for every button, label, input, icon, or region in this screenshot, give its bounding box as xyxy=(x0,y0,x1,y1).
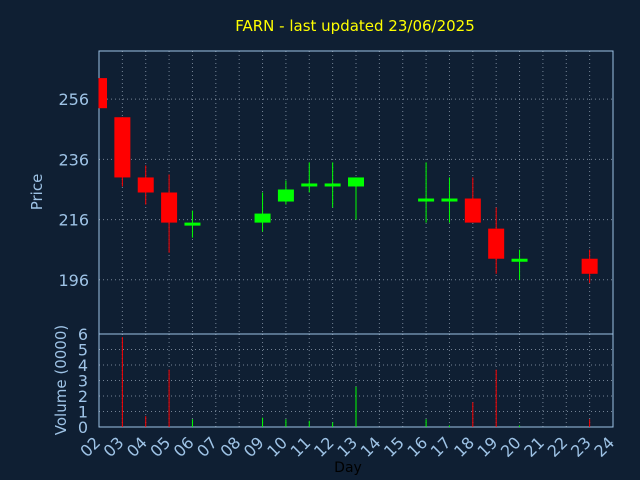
volume-tick-label: 3 xyxy=(78,372,88,391)
price-tick-label: 236 xyxy=(58,150,89,169)
candle-body xyxy=(418,198,435,202)
price-tick-label: 256 xyxy=(58,90,89,109)
volume-axis-label: Volume (0000) xyxy=(52,325,70,435)
volume-tick-label: 1 xyxy=(78,403,88,422)
volume-tick-label: 2 xyxy=(78,387,88,406)
candle-body xyxy=(114,117,131,178)
candle-body xyxy=(301,183,318,187)
x-tick-label: 24 xyxy=(590,433,618,461)
volume-tick-label: 0 xyxy=(78,418,88,437)
price-axis-label: Price xyxy=(28,174,46,211)
x-axis-label: Day xyxy=(334,460,362,476)
price-tick-label: 196 xyxy=(58,271,89,290)
candle-body xyxy=(137,177,154,193)
candle-body xyxy=(488,228,505,259)
candle-body xyxy=(324,183,341,187)
candle-body xyxy=(184,222,201,226)
candle-body xyxy=(277,189,294,202)
candle-body xyxy=(464,198,481,223)
candle-body xyxy=(348,177,364,187)
price-panel: 196 216 236 256 xyxy=(58,50,614,335)
candle-body xyxy=(161,192,178,223)
candle-body xyxy=(511,258,528,262)
price-tick-label: 216 xyxy=(58,211,89,230)
candle-body xyxy=(441,198,458,202)
candle-body xyxy=(99,78,107,109)
volume-tick-label: 4 xyxy=(78,356,88,375)
chart-title: FARN - last updated 23/06/2025 xyxy=(235,17,475,35)
candle-body xyxy=(254,213,271,223)
volume-tick-label: 6 xyxy=(78,325,88,344)
volume-tick-label: 5 xyxy=(78,341,88,360)
candle-body xyxy=(581,258,598,274)
